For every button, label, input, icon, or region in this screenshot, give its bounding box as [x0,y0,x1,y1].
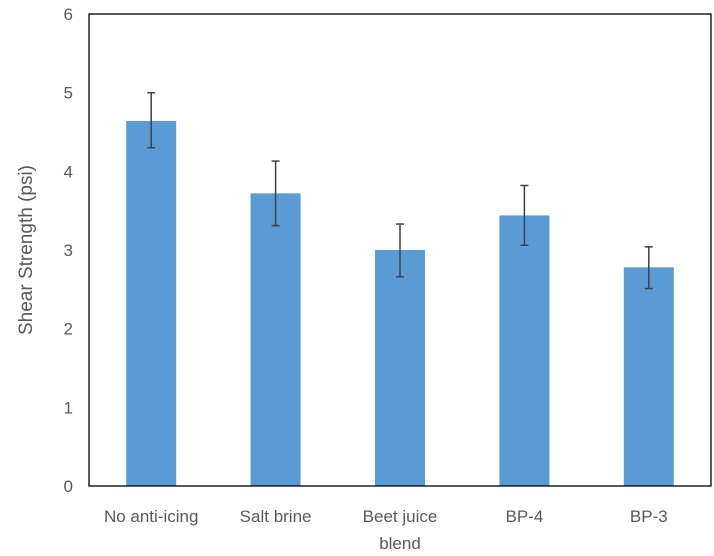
x-tick-label: BP-4 [506,507,544,526]
error-bar-2 [396,223,404,278]
error-bar-1 [271,160,280,227]
y-tick-label: 4 [64,162,73,181]
bars-group [126,120,674,487]
error-bars-group [147,91,653,290]
y-tick-labels: 0 1 2 3 4 5 6 [64,5,73,496]
y-tick-label: 1 [64,398,73,417]
error-bar-0 [147,91,156,149]
x-tick-labels: No anti-icing Salt brine Beet juice blend BP… [104,507,668,553]
bar-1 [250,193,301,487]
bar-4 [623,267,674,486]
bar-0 [126,120,177,486]
y-tick-label: 0 [64,477,73,496]
y-tick-label: 2 [64,320,73,339]
bar-2 [375,250,425,486]
error-bar-4 [644,246,653,290]
x-tick-label: Salt brine [240,507,312,526]
x-tick-label: Beet juice blend [363,507,438,553]
y-tick-label: 3 [64,241,73,260]
y-axis-title: Shear Strength (psi) [16,165,37,335]
error-bar-3 [520,184,529,247]
x-tick-label: No anti-icing [104,507,199,526]
y-tick-label: 5 [64,84,73,103]
bar-3 [499,215,550,487]
y-tick-label: 6 [64,5,73,24]
x-tick-label: BP-3 [630,507,668,526]
plot-frame [88,13,712,487]
